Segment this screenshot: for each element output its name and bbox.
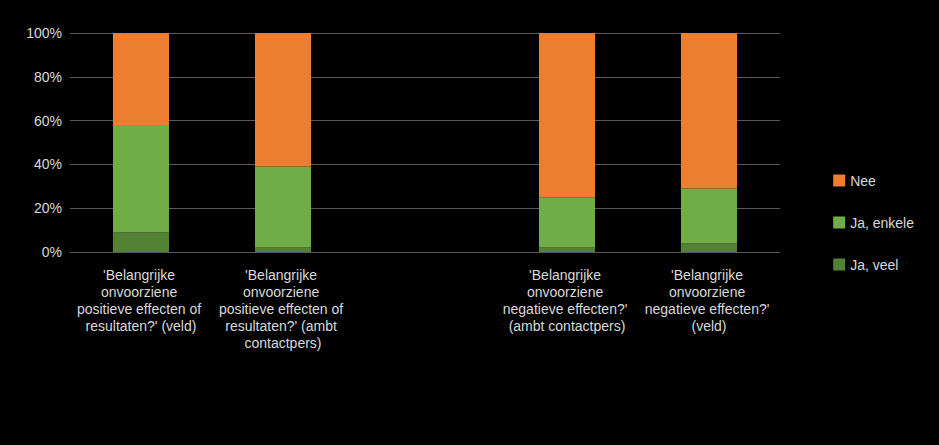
svg-text:'Belangrijke: 'Belangrijke — [529, 267, 605, 283]
svg-text:(veld): (veld) — [691, 318, 726, 334]
svg-text:'Belangrijke: 'Belangrijke — [245, 267, 321, 283]
svg-text:20%: 20% — [34, 200, 62, 216]
svg-text:100%: 100% — [26, 25, 62, 41]
svg-text:onvoorziene: onvoorziene — [243, 284, 323, 300]
svg-text:onvoorziene: onvoorziene — [669, 284, 749, 300]
svg-text:resultaten?' (veld): resultaten?' (veld) — [86, 318, 197, 334]
svg-text:80%: 80% — [34, 69, 62, 85]
svg-text:positieve effecten of: positieve effecten of — [219, 301, 347, 317]
svg-text:60%: 60% — [34, 113, 62, 129]
svg-text:contactpers): contactpers) — [244, 335, 321, 351]
svg-text:negatieve effecten?': negatieve effecten?' — [645, 301, 774, 317]
svg-text:resultaten?' (ambt: resultaten?' (ambt — [225, 318, 341, 334]
svg-text:Ja, veel: Ja, veel — [850, 257, 898, 273]
svg-text:Ja, enkele: Ja, enkele — [850, 215, 914, 231]
svg-text:onvoorziene: onvoorziene — [101, 284, 181, 300]
svg-text:onvoorziene: onvoorziene — [527, 284, 607, 300]
svg-text:'Belangrijke: 'Belangrijke — [103, 267, 179, 283]
svg-text:40%: 40% — [34, 156, 62, 172]
svg-text:positieve effecten of: positieve effecten of — [77, 301, 205, 317]
svg-text:Nee: Nee — [850, 173, 876, 189]
svg-text:(ambt contactpers): (ambt contactpers) — [509, 318, 626, 334]
svg-text:'Belangrijke: 'Belangrijke — [671, 267, 747, 283]
svg-text:negatieve effecten?': negatieve effecten?' — [503, 301, 632, 317]
svg-text:0%: 0% — [42, 244, 62, 260]
